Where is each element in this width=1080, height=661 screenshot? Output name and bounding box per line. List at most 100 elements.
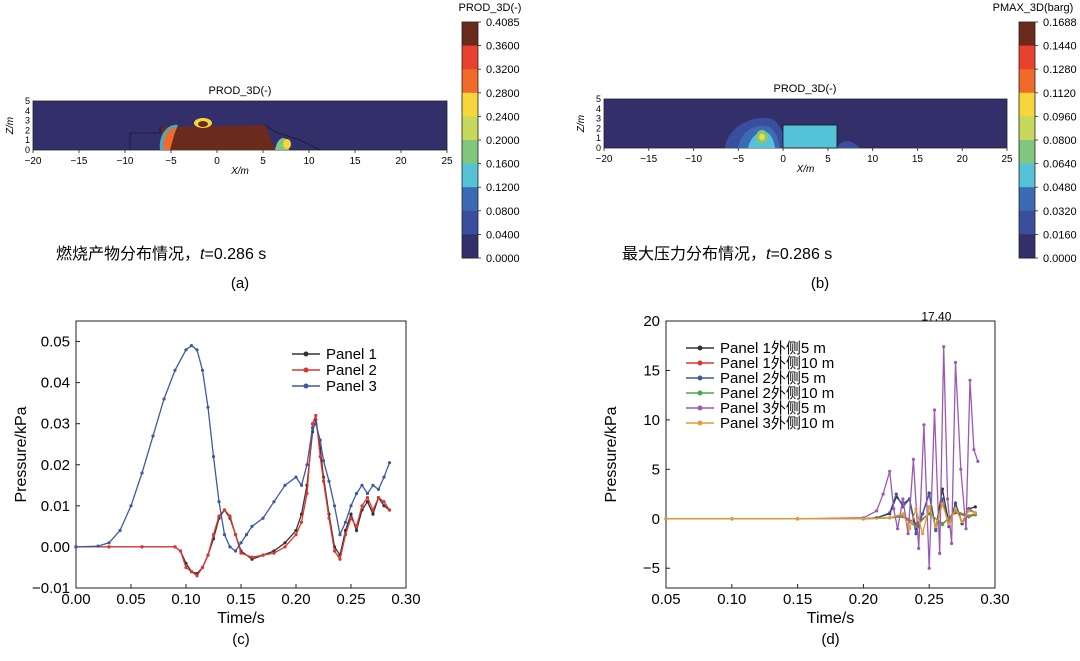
panel-b-colorbar-label: 0.0320 [1043,206,1077,218]
panel-b-ytick-label: 0 [596,143,601,153]
panel-b-ytick-label: 5 [596,94,601,104]
chart-c-point [343,533,348,537]
chart-c-point [233,533,238,537]
chart-d-point [950,541,954,546]
chart-c-point [349,512,353,516]
panel-b-xlabel: X/m [796,164,815,175]
panel-b-xtick-label: 10 [867,154,879,165]
chart-c-point [371,512,375,516]
chart-c-point [272,500,276,504]
chart-c-xlabel: Time/s [217,610,264,627]
chart-c-point [217,500,221,504]
chart-c-legend-marker [303,383,309,389]
chart-d-point [953,360,958,365]
panel-a-xtick-label: −10 [117,156,134,167]
chart-c-point [217,514,221,518]
chart-c-point [382,475,386,479]
chart-d-series-line [666,346,979,569]
chart-c-point [283,545,287,549]
chart-c-series-line [75,344,391,552]
panel-a-colorbar-label: 0.1200 [486,182,520,194]
chart-d-ytick-label: 10 [643,412,660,429]
panel-a-caption: 燃烧产物分布情况，t=0.286 s [56,240,266,264]
chart-d-point [888,516,892,520]
panel-b-contour: PROD_3D(-) −20 −15 −10 −5 0 5 10 15 20 25012345X/… [576,83,1013,175]
chart-d-ytick-label: −5 [643,560,660,577]
chart-c-point [310,422,315,426]
chart-c-point [318,455,322,459]
chart-d-legend-marker [697,420,703,426]
panel-a-colorbar: PROD_3D(-) 0.4085 0.3600 0.3200 0.2800 0.240… [459,2,522,265]
panel-a-colorbar-label: 0.2400 [486,111,520,123]
chart-c-point [261,553,265,557]
chart-d-point [973,505,977,509]
chart-d-point [888,469,892,473]
chart-c-point [239,541,243,545]
panel-b-colorbar-label: 0.0800 [1043,135,1077,147]
chart-d-point [967,514,971,518]
chart-c-point [305,463,309,467]
chart-d-point [946,497,950,501]
panel-b-ytick-label: 3 [596,114,601,124]
chart-c-point [283,483,287,487]
chart-d-legend-label: Panel 3外侧10 m [720,415,834,432]
panel-a-colorbar-label: 0.0000 [486,253,520,265]
chart-c-point [365,496,370,500]
chart-d-point [914,507,918,511]
chart-d-legend-label: Panel 2外侧5 m [720,370,826,387]
panel-a-xtick-label: 0 [214,156,220,167]
panel-a-xtick-label: 20 [395,156,407,167]
chart-c-point [314,422,318,426]
chart-c-point [382,500,386,504]
panel-b-pressure-right [837,141,860,148]
chart-d-ytick-label: 5 [652,461,660,478]
panel-a-caption-text: 燃烧产物分布情况， [56,244,201,263]
chart-c-point [211,455,216,459]
chart-c-ytick-label: 0.04 [41,375,70,392]
panel-b-colorbar-label: 0.0960 [1043,111,1077,123]
panel-b-xtick-label: −15 [640,154,657,165]
chart-c-point [189,570,194,574]
panel-a-colorbar-swatch [462,163,478,188]
panel-b-colorbar-label: 0.0480 [1043,182,1077,194]
chart-d-point [940,502,945,506]
chart-c-point [354,528,359,533]
chart-c-xtick-label: 0.30 [391,591,420,608]
chart-d-point [959,467,963,471]
chart-d-point [921,532,925,536]
chart-d-legend-marker [697,405,703,411]
chart-d-xtick-label: 0.30 [980,591,1009,608]
chart-c-point [360,483,364,487]
panel-a-outline [129,124,321,151]
panel-a-colorbar-swatch [462,234,478,259]
chart-c-point [349,504,353,508]
chart-c-series-line [76,415,391,577]
panel-a-xtick-label: 10 [303,156,315,167]
panel-b-colorbar-label: 0.0160 [1043,229,1077,241]
panel-a-colorbar-label: 0.0800 [486,206,520,218]
chart-c-point [244,533,249,537]
chart-d-point [861,517,866,521]
panel-b-colorbar-swatch [1019,140,1035,165]
chart-c-point [299,483,304,487]
panel-a-xtick-label: 5 [260,156,266,167]
chart-d-point [947,522,951,526]
chart-d-point [917,546,921,551]
panel-b-colorbar-swatch [1019,234,1035,259]
chart-d-frame [665,320,996,589]
chart-c-point [332,549,337,553]
chart-c-point [321,479,326,483]
panel-a-ytick-label: 5 [25,96,30,106]
chart-c-legend-label: Panel 1 [326,346,377,363]
chart-d-legend-marker [697,360,703,366]
panel-b-xtick-label: −5 [733,154,745,165]
chart-c-point [184,348,188,352]
chart-c-xtick-label: 0.10 [171,591,200,608]
chart-c-point [294,475,298,479]
chart-c-point [211,533,216,537]
chart-c-legend-label: Panel 3 [326,378,377,395]
chart-c-point [189,344,194,348]
panel-a-xtick-label: −5 [165,156,177,167]
chart-d-legend-label: Panel 3外侧5 m [720,400,826,417]
